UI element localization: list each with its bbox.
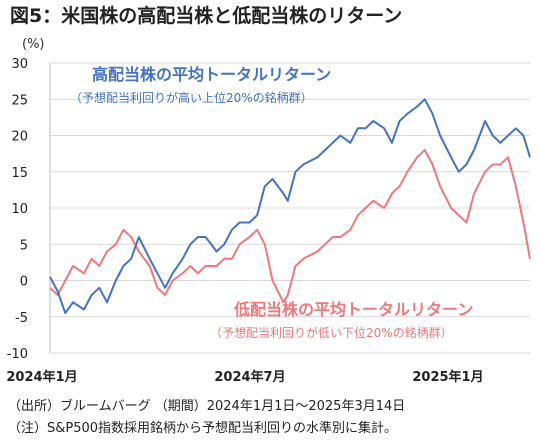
x-tick-label: 2025年1月 (412, 369, 483, 385)
source-note: （出所）ブルームバーグ （期間）2024年1月1日～2025年3月14日 (8, 398, 405, 414)
y-tick-label: 10 (11, 202, 28, 217)
y-tick-label: 30 (11, 57, 28, 72)
y-tick-label: -10 (7, 347, 28, 362)
low-dividend-label: 低配当株の平均トータルリターン (233, 300, 473, 319)
y-axis-ticks: 30 25 20 15 10 5 0 -5 -10 (7, 57, 28, 362)
low-dividend-series-line (49, 149, 531, 304)
x-tick-label: 2024年1月 (6, 369, 77, 385)
x-tick-label: 2024年7月 (214, 369, 285, 385)
chart-title: 図5：米国株の高配当株と低配当株のリターン (10, 4, 402, 27)
y-tick-label: 25 (11, 93, 28, 108)
y-tick-label: 5 (20, 238, 28, 253)
high-dividend-sublabel: （予想配当利回りが高い上位20%の銘柄群） (70, 90, 313, 105)
gridlines (50, 62, 530, 354)
y-axis-unit: (%) (22, 37, 45, 52)
x-axis-ticks: 2024年1月 2024年7月 2025年1月 (6, 369, 483, 385)
low-dividend-sublabel: （予想配当利回りが低い下位20%の銘柄群） (210, 325, 453, 340)
high-dividend-label: 高配当株の平均トータルリターン (92, 65, 331, 84)
y-tick-label: 20 (11, 130, 28, 145)
y-tick-label: 15 (11, 166, 28, 181)
high-dividend-series-line (49, 98, 531, 315)
footnote: （注）S&P500指数採用銘柄から予想配当利回りの水準別に集計。 (8, 420, 397, 436)
y-tick-label: 0 (20, 275, 28, 290)
series-lines (49, 98, 531, 315)
y-tick-label: -5 (15, 311, 28, 326)
